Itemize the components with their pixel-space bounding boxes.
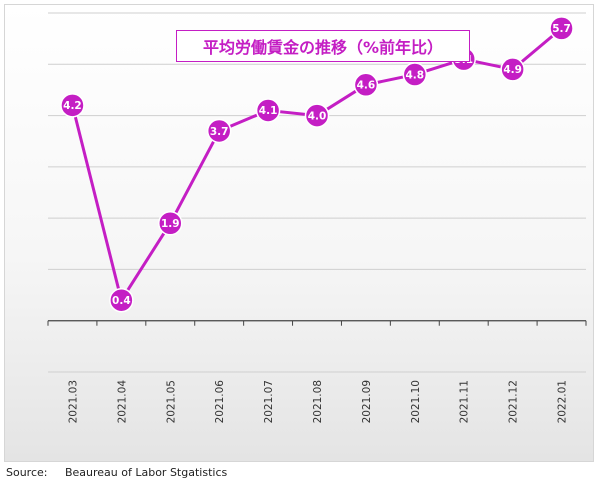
data-point — [255, 98, 281, 123]
x-tick-label: 2021.10 — [410, 380, 422, 423]
data-point — [402, 62, 428, 87]
x-tick-label: 2021.05 — [165, 380, 177, 423]
axes — [47, 320, 587, 326]
x-tick-label: 2021.09 — [361, 380, 373, 423]
data-label: 4.2 — [63, 100, 82, 112]
data-label: 1.9 — [161, 218, 180, 230]
x-tick-label: 2022.01 — [557, 380, 569, 423]
source-note: Source: Beaureau of Labor Stgatistics — [6, 466, 228, 479]
data-label: 4.8 — [406, 69, 425, 81]
data-label: 3.7 — [210, 126, 229, 138]
x-tick-label: 2021.04 — [116, 380, 128, 424]
x-tick-labels: 2021.03 2021.04 2021.05 2021.06 2021.07 2021.… — [67, 380, 568, 424]
data-point — [353, 72, 379, 98]
data-label: 4.9 — [503, 64, 522, 76]
data-point — [549, 16, 574, 41]
data-point — [158, 211, 183, 236]
data-label: 5.7 — [552, 23, 571, 35]
x-tick-label: 2021.12 — [508, 380, 520, 423]
series-line-path — [70, 27, 563, 302]
data-label: 4.1 — [259, 105, 278, 117]
chart-panel — [4, 4, 594, 462]
data-point — [500, 57, 525, 82]
data-label: 4.0 — [308, 110, 327, 122]
series-line — [70, 27, 563, 302]
data-label: 4.6 — [357, 80, 376, 92]
data-label: 0.4 — [112, 295, 131, 307]
x-tick-label: 2021.11 — [459, 380, 471, 423]
data-point — [109, 287, 134, 313]
data-point — [206, 118, 232, 144]
data-point — [304, 103, 330, 128]
x-tick-label: 2021.03 — [67, 380, 79, 423]
data-point — [60, 93, 85, 118]
x-tick-label: 2021.06 — [214, 380, 226, 424]
x-tick-label: 2021.07 — [263, 380, 275, 423]
x-tick-label: 2021.08 — [312, 380, 324, 423]
chart-title: 平均労働賃金の推移（%前年比） — [176, 30, 470, 62]
